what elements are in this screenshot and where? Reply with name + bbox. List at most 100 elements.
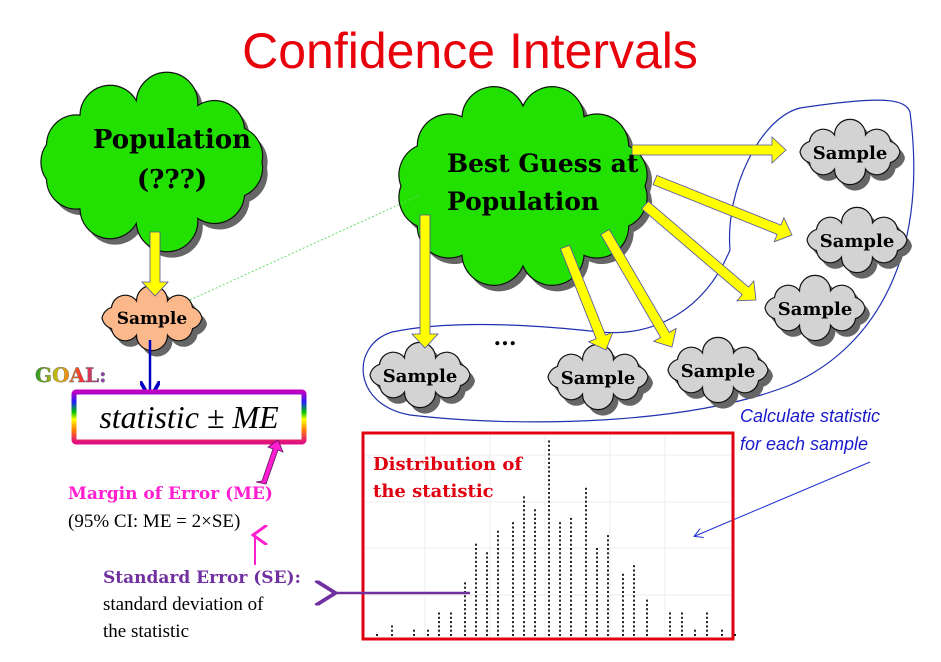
dot-column: [694, 629, 696, 636]
dot: [559, 548, 561, 550]
dot: [486, 634, 488, 636]
dot: [497, 621, 499, 624]
dot: [523, 582, 525, 585]
dot: [548, 634, 550, 636]
dot: [548, 565, 550, 568]
dot: [596, 565, 598, 568]
dot: [486, 586, 488, 589]
dot: [570, 612, 572, 615]
dot: [523, 556, 525, 559]
dot: [486, 612, 488, 615]
dot: [475, 586, 477, 589]
dot: [475, 556, 477, 559]
dot: [622, 629, 624, 632]
dot: [646, 603, 648, 606]
dot: [633, 569, 635, 572]
best-guess-cloud-shape: [398, 86, 648, 286]
dot: [523, 625, 525, 628]
dot: [559, 565, 561, 568]
dot: [497, 560, 499, 563]
dot: [596, 634, 598, 636]
dot: [585, 496, 587, 499]
dot-column: [607, 535, 609, 636]
dot: [607, 612, 609, 615]
dot: [376, 634, 378, 636]
resample-label: Sample: [681, 361, 756, 382]
slide-title: Confidence Intervals: [242, 23, 698, 79]
dot: [585, 634, 587, 636]
dot: [706, 621, 708, 624]
dot: [646, 634, 648, 636]
dot: [475, 634, 477, 636]
dot: [523, 608, 525, 611]
sample-label: Sample: [117, 309, 188, 329]
dot: [585, 595, 587, 598]
dot: [534, 513, 536, 516]
dot: [548, 522, 550, 525]
dot: [512, 582, 514, 585]
dot-column: [413, 629, 415, 636]
dot: [512, 539, 514, 542]
dot: [633, 608, 635, 611]
dot: [669, 612, 671, 615]
dot: [534, 599, 536, 602]
dot: [534, 565, 536, 568]
dot: [475, 616, 477, 619]
dot: [607, 621, 609, 624]
dot: [548, 470, 550, 473]
dot: [585, 500, 587, 503]
dot: [497, 629, 499, 632]
dot: [548, 608, 550, 611]
dot: [585, 569, 587, 572]
dot: [512, 599, 514, 602]
dot: [570, 582, 572, 585]
dot: [534, 591, 536, 593]
dot: [559, 573, 561, 576]
dot: [534, 569, 536, 572]
dot: [596, 621, 598, 624]
dot: [585, 616, 587, 619]
standard-error-title: Standard Error (SE):: [103, 568, 301, 588]
dot: [512, 565, 514, 568]
population-cloud: [40, 71, 268, 258]
dot: [706, 634, 708, 636]
dot: [475, 621, 477, 624]
dot: [497, 539, 499, 542]
dot: [512, 526, 514, 529]
dot: [559, 591, 561, 593]
dot: [464, 595, 466, 598]
dot: [523, 517, 525, 520]
dot: [548, 483, 550, 486]
dot: [523, 548, 525, 550]
dot: [523, 526, 525, 529]
dot: [512, 578, 514, 581]
resample-cloud-shape: [799, 118, 901, 186]
dot: [607, 543, 609, 546]
dot: [534, 530, 536, 533]
dot: [464, 612, 466, 615]
dot: [548, 543, 550, 546]
dot: [596, 548, 598, 550]
dot: [633, 629, 635, 632]
dot: [706, 625, 708, 628]
dot: [596, 629, 598, 632]
calculate-arrow: [695, 461, 871, 536]
dot: [497, 603, 499, 606]
dot: [486, 629, 488, 632]
dot-column: [706, 612, 708, 636]
dot-column: [548, 440, 550, 636]
dot: [534, 608, 536, 611]
dot: [497, 625, 499, 628]
dot: [523, 616, 525, 619]
resample-cloud-shape: [547, 343, 649, 411]
dot: [570, 548, 572, 550]
dot: [622, 595, 624, 598]
dot: [669, 616, 671, 619]
dot: [523, 586, 525, 589]
dot: [585, 573, 587, 576]
dot: [464, 634, 466, 636]
dot: [548, 569, 550, 572]
dot: [681, 634, 683, 636]
dot: [559, 560, 561, 563]
